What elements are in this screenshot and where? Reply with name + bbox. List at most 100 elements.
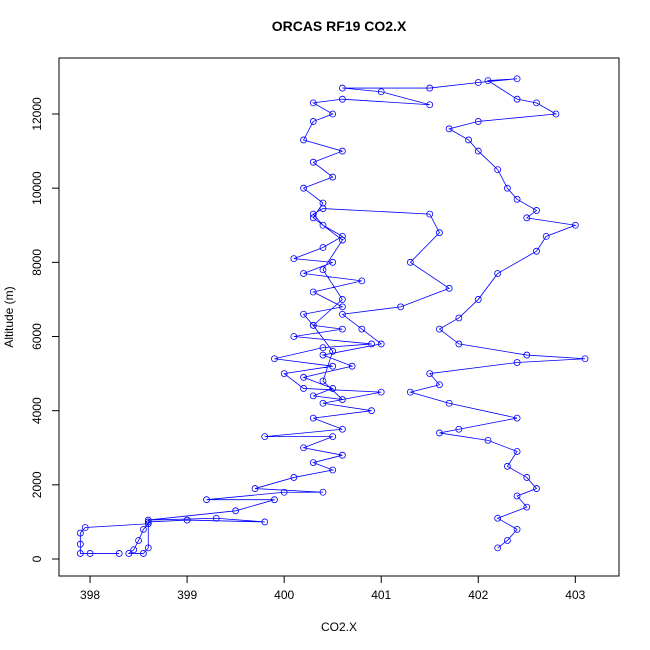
data-point (494, 514, 502, 522)
data-point (397, 303, 405, 311)
data-point (474, 147, 482, 155)
data-point (309, 214, 317, 222)
data-point (533, 99, 540, 107)
data-point (338, 95, 346, 103)
data-point (358, 325, 366, 333)
data-point (406, 258, 414, 266)
data-point (474, 118, 482, 125)
data-point (144, 520, 152, 528)
data-point (130, 546, 138, 554)
data-point (338, 303, 346, 311)
data-point (319, 351, 327, 359)
data-point (329, 173, 337, 181)
data-point (513, 195, 521, 203)
data-point (533, 485, 540, 492)
data-point (358, 277, 366, 285)
data-point (309, 414, 317, 422)
data-point (523, 351, 531, 359)
data-point (251, 485, 259, 492)
data-point (290, 333, 298, 340)
data-point (338, 425, 346, 433)
data-point (533, 207, 540, 214)
data-point (300, 270, 307, 277)
data-point (115, 550, 123, 557)
y-tick-label: 4000 (30, 397, 44, 424)
data-point (290, 474, 298, 481)
y-tick-label: 12000 (30, 97, 44, 131)
data-point (406, 388, 414, 396)
data-point (76, 550, 84, 557)
data-point (436, 325, 443, 333)
data-point (377, 88, 385, 96)
data-point (309, 392, 317, 400)
data-point (329, 466, 337, 474)
data-point (212, 514, 220, 522)
data-point (503, 537, 511, 544)
data-point (503, 462, 511, 470)
y-tick-label: 8000 (30, 249, 44, 276)
data-point (319, 205, 327, 212)
data-line (79, 78, 586, 554)
data-point (455, 314, 463, 322)
data-point (513, 414, 521, 422)
data-point (280, 370, 288, 377)
x-axis-label: CO2.X (321, 620, 357, 634)
data-point (436, 229, 443, 237)
data-point (309, 158, 317, 166)
data-point (86, 550, 94, 557)
data-point (290, 255, 298, 263)
data-point (81, 524, 89, 531)
data-point (329, 433, 337, 441)
data-point (329, 362, 337, 370)
data-point (513, 525, 521, 533)
data-point (144, 518, 152, 526)
data-point (377, 340, 385, 348)
data-point (338, 296, 346, 303)
y-axis-label: Altitude (m) (2, 286, 16, 347)
data-point (552, 110, 560, 118)
data-point (300, 184, 307, 192)
data-point (329, 385, 337, 392)
x-tick-label: 398 (80, 588, 100, 602)
data-point (319, 488, 327, 496)
data-point (140, 525, 147, 533)
data-point (309, 210, 317, 218)
data-point (319, 199, 327, 207)
data-point (232, 507, 240, 515)
data-point (319, 344, 327, 352)
data-point (445, 284, 453, 292)
data-point (144, 516, 152, 524)
data-point (445, 399, 453, 407)
data-point (513, 492, 521, 500)
data-point (368, 407, 375, 415)
data-point (523, 474, 531, 481)
data-point (300, 136, 307, 144)
plot-frame (58, 57, 620, 577)
data-point (503, 184, 511, 192)
data-point (581, 355, 589, 363)
data-point (319, 244, 327, 251)
data-point (319, 266, 327, 274)
y-tick-label: 0 (30, 555, 44, 562)
data-point (426, 370, 434, 377)
data-point (426, 84, 434, 92)
data-point (533, 247, 540, 255)
data-point (183, 516, 191, 524)
data-point (329, 110, 337, 118)
data-point (271, 355, 278, 363)
data-point (261, 518, 269, 526)
x-tick-label: 400 (274, 588, 294, 602)
x-tick-label: 403 (565, 588, 585, 602)
x-tick-label: 401 (371, 588, 391, 602)
data-point (513, 448, 521, 455)
data-point (523, 503, 531, 511)
data-point (76, 529, 84, 537)
data-point (319, 399, 327, 407)
data-point (309, 288, 317, 296)
data-point (474, 79, 482, 86)
data-point (271, 496, 278, 504)
y-tick-label: 10000 (30, 171, 44, 205)
data-point (338, 84, 346, 92)
data-point (377, 388, 385, 396)
